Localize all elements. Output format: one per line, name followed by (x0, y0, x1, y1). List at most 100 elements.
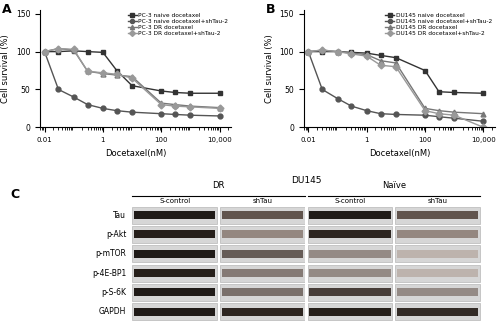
Y-axis label: Cell survival (%): Cell survival (%) (265, 34, 274, 103)
DU145 DR docetaxel+shTau-2 (306, 49, 312, 53)
PC-3 DR docetaxel (100, 72, 106, 76)
DU145 DR docetaxel (451, 110, 457, 114)
Bar (134, 289, 216, 296)
Bar (132, 265, 217, 282)
Legend: PC-3 naive docetaxel, PC-3 naive docetaxel+shTau-2, PC-3 DR docetaxel, PC-3 DR d: PC-3 naive docetaxel, PC-3 naive docetax… (128, 13, 228, 36)
Bar (395, 245, 480, 262)
DU145 naive docetaxel+shTau-2 (451, 116, 457, 120)
DU145 naive docetaxel (320, 49, 326, 53)
DU145 DR docetaxel (348, 51, 354, 55)
Line: PC-3 DR docetaxel: PC-3 DR docetaxel (42, 46, 222, 110)
Text: shTau: shTau (428, 198, 448, 204)
DU145 DR docetaxel+shTau-2 (334, 49, 340, 53)
DU145 naive docetaxel+shTau-2 (480, 119, 486, 123)
Text: B: B (266, 3, 275, 16)
DU145 naive docetaxel+shTau-2 (393, 113, 399, 117)
PC-3 naive docetaxel+shTau-2 (114, 109, 120, 113)
Bar (132, 226, 217, 243)
PC-3 DR docetaxel+shTau-2 (172, 104, 178, 108)
PC-3 DR docetaxel+shTau-2 (129, 76, 135, 80)
Bar (220, 245, 305, 262)
PC-3 DR docetaxel (84, 69, 90, 73)
PC-3 naive docetaxel (188, 91, 194, 95)
PC-3 naive docetaxel (158, 89, 164, 93)
Bar (134, 308, 216, 316)
Bar (395, 226, 480, 243)
PC-3 DR docetaxel+shTau-2 (56, 46, 62, 50)
Bar (132, 303, 217, 320)
DU145 DR docetaxel (436, 109, 442, 113)
Text: S-control: S-control (334, 198, 366, 204)
Text: C: C (10, 188, 20, 201)
Y-axis label: Cell survival (%): Cell survival (%) (1, 34, 10, 103)
PC-3 naive docetaxel (100, 50, 106, 54)
Line: PC-3 naive docetaxel: PC-3 naive docetaxel (42, 48, 222, 96)
Bar (397, 289, 478, 296)
PC-3 DR docetaxel+shTau-2 (70, 47, 76, 51)
PC-3 DR docetaxel+shTau-2 (216, 106, 222, 110)
Bar (305, 207, 308, 323)
Text: Tau: Tau (114, 210, 126, 219)
Text: DU145: DU145 (291, 176, 322, 185)
Bar (310, 211, 390, 219)
PC-3 naive docetaxel+shTau-2 (42, 49, 48, 53)
Bar (310, 269, 390, 277)
Bar (308, 303, 392, 320)
PC-3 naive docetaxel (114, 68, 120, 72)
DU145 naive docetaxel (393, 56, 399, 60)
PC-3 naive docetaxel (216, 91, 222, 95)
Bar (134, 230, 216, 238)
DU145 naive docetaxel (334, 49, 340, 53)
PC-3 naive docetaxel (42, 49, 48, 53)
PC-3 naive docetaxel+shTau-2 (129, 110, 135, 114)
Bar (310, 308, 390, 316)
Bar (132, 284, 217, 301)
PC-3 naive docetaxel (56, 49, 62, 53)
Line: DU145 naive docetaxel: DU145 naive docetaxel (306, 49, 486, 96)
DU145 naive docetaxel (451, 91, 457, 95)
PC-3 DR docetaxel (158, 101, 164, 105)
DU145 DR docetaxel (320, 48, 326, 52)
Bar (222, 211, 303, 219)
X-axis label: Docetaxel(nM): Docetaxel(nM) (368, 149, 430, 158)
DU145 naive docetaxel+shTau-2 (348, 104, 354, 108)
PC-3 DR docetaxel (172, 103, 178, 107)
Bar (222, 250, 303, 258)
PC-3 DR docetaxel+shTau-2 (158, 103, 164, 107)
PC-3 DR docetaxel (129, 75, 135, 79)
Legend: DU145 naive docetaxel, DU145 naive docetaxel+shTau-2, DU145 DR docetaxel, DU145 : DU145 naive docetaxel, DU145 naive docet… (386, 13, 492, 36)
DU145 naive docetaxel+shTau-2 (334, 97, 340, 101)
PC-3 naive docetaxel+shTau-2 (84, 103, 90, 107)
Text: p-S-6K: p-S-6K (102, 288, 126, 297)
PC-3 naive docetaxel (70, 49, 76, 53)
Bar (397, 269, 478, 277)
Bar (220, 226, 305, 243)
Bar (395, 265, 480, 282)
PC-3 DR docetaxel+shTau-2 (100, 71, 106, 75)
PC-3 DR docetaxel (188, 104, 194, 108)
X-axis label: Docetaxel(nM): Docetaxel(nM) (105, 149, 166, 158)
PC-3 DR docetaxel (70, 48, 76, 52)
DU145 naive docetaxel+shTau-2 (436, 115, 442, 119)
PC-3 DR docetaxel (42, 49, 48, 53)
Bar (222, 289, 303, 296)
Bar (308, 284, 392, 301)
DU145 naive docetaxel+shTau-2 (422, 113, 428, 117)
Bar (395, 207, 480, 223)
PC-3 naive docetaxel+shTau-2 (188, 113, 194, 117)
Bar (310, 230, 390, 238)
PC-3 naive docetaxel+shTau-2 (172, 113, 178, 117)
Bar (395, 284, 480, 301)
Bar (308, 226, 392, 243)
PC-3 naive docetaxel (129, 84, 135, 88)
Bar (132, 207, 217, 223)
PC-3 naive docetaxel+shTau-2 (216, 114, 222, 118)
PC-3 DR docetaxel (56, 46, 62, 50)
Bar (395, 303, 480, 320)
PC-3 naive docetaxel+shTau-2 (56, 87, 62, 91)
Bar (397, 230, 478, 238)
DU145 DR docetaxel (378, 59, 384, 63)
Bar (308, 265, 392, 282)
DU145 naive docetaxel (306, 49, 312, 53)
Text: Naïve: Naïve (382, 181, 406, 190)
